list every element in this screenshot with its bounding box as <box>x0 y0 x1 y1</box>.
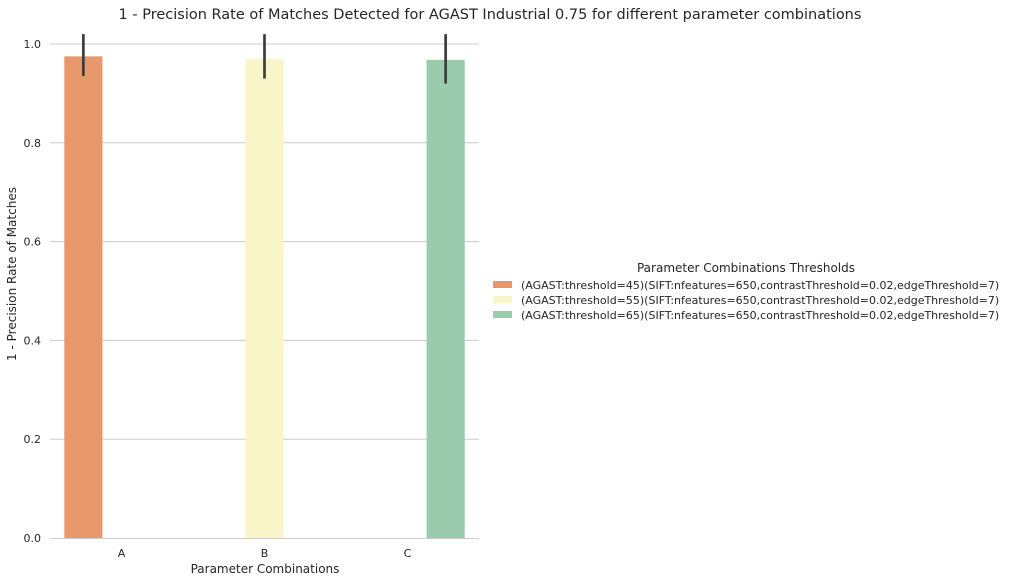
y-tick-label: 0.8 <box>24 137 42 150</box>
error-bars <box>82 34 447 84</box>
legend-swatch <box>493 311 512 318</box>
x-tick-label: C <box>404 547 412 560</box>
legend: Parameter Combinations Thresholds (AGAST… <box>493 261 999 322</box>
legend-title: Parameter Combinations Thresholds <box>637 261 855 275</box>
y-axis-label: 1 - Precision Rate of Matches <box>5 187 19 361</box>
y-tick-label: 0.0 <box>24 532 42 545</box>
y-tick-label: 0.6 <box>24 236 42 249</box>
y-tick-label: 0.4 <box>24 334 42 347</box>
bar <box>245 58 284 538</box>
legend-entry: (AGAST:threshold=55)(SIFT:nfeatures=650,… <box>521 294 999 307</box>
bars <box>64 56 465 539</box>
legend-items: (AGAST:threshold=45)(SIFT:nfeatures=650,… <box>493 279 999 322</box>
legend-entry: (AGAST:threshold=45)(SIFT:nfeatures=650,… <box>521 279 999 292</box>
x-axis-label: Parameter Combinations <box>191 562 340 576</box>
legend-swatch <box>493 296 512 303</box>
x-tick-label: B <box>261 547 269 560</box>
legend-entry: (AGAST:threshold=65)(SIFT:nfeatures=650,… <box>521 309 999 322</box>
y-tick-label: 1.0 <box>24 38 42 51</box>
chart-title: 1 - Precision Rate of Matches Detected f… <box>119 7 862 23</box>
x-tick-label: A <box>118 547 126 560</box>
y-tick-labels: 0.0 0.2 0.4 0.6 0.8 1.0 <box>24 38 42 545</box>
bar <box>64 56 103 538</box>
bar <box>426 59 465 539</box>
y-tick-label: 0.2 <box>24 433 42 446</box>
legend-swatch <box>493 281 512 288</box>
x-tick-labels: A B C <box>118 547 412 560</box>
